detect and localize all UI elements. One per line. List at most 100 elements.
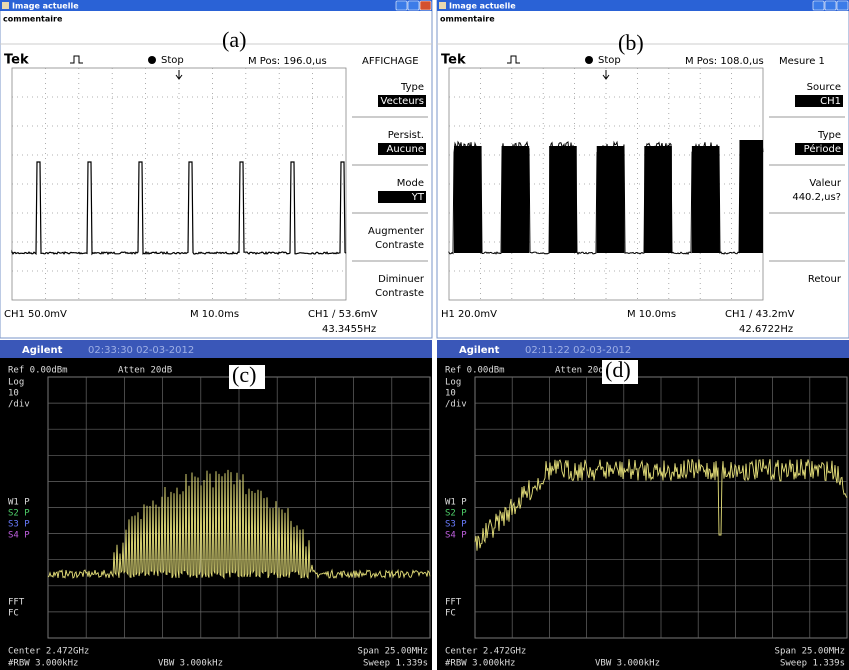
menu-title: Mesure 1 <box>779 56 825 67</box>
menu-text: Type <box>400 82 424 93</box>
spectrum-trace <box>47 469 431 580</box>
menu-text: Source <box>807 82 841 93</box>
trace-label: S4 P <box>8 531 30 541</box>
sweep: Sweep 1.339s <box>780 659 845 669</box>
reference: Ref 0.00dBm <box>445 366 505 376</box>
menu-highlight <box>378 95 426 107</box>
trace-label: S2 P <box>445 509 467 519</box>
timestamp: 02:11:22 02-03-2012 <box>525 345 631 356</box>
timebase: M 10.0ms <box>627 309 676 320</box>
menu-text: Contraste <box>375 240 424 251</box>
brand: Tek <box>4 53 29 68</box>
center: Center 2.472GHz <box>8 647 89 657</box>
panel: Agilent 02:33:30 02-03-2012 Ref 0.00dBm Att… <box>0 340 432 670</box>
stop-icon <box>585 56 593 64</box>
title-bar <box>0 0 432 11</box>
pulse-block <box>691 146 720 253</box>
pulse-block <box>549 146 577 253</box>
menu-text: Persist. <box>388 130 424 141</box>
reference: Ref 0.00dBm <box>8 366 68 376</box>
channel: CH1 50.0mV <box>4 309 67 320</box>
trace-label: W1 P <box>445 498 467 508</box>
pulse-block <box>596 146 625 253</box>
trace-label: S2 P <box>8 509 30 519</box>
timestamp: 02:33:30 02-03-2012 <box>88 345 194 356</box>
mode-label: FFT <box>445 598 462 608</box>
vbw: VBW 3.000kHz <box>158 659 223 669</box>
frequency: 42.6722Hz <box>739 324 793 335</box>
menu-text: Type <box>817 130 841 141</box>
trace-label: S4 P <box>445 531 467 541</box>
scale: /div <box>8 400 30 410</box>
mode-label: FC <box>8 609 19 619</box>
menu-title: AFFICHAGE <box>362 56 419 67</box>
menu-value: CH1 <box>820 96 841 107</box>
label-box <box>229 365 265 389</box>
menu-value: Période <box>804 143 841 155</box>
app-icon <box>2 2 9 9</box>
menu-text: Retour <box>808 274 842 285</box>
menu-text: Diminuer <box>378 274 425 285</box>
brand: Tek <box>441 53 466 68</box>
window-title: Image actuelle <box>449 2 516 11</box>
panel-label: (b) <box>618 30 644 55</box>
menu-value: YT <box>411 192 425 203</box>
menu-text: Mode <box>397 178 424 189</box>
trigger-icon <box>70 55 83 64</box>
pulse-block <box>454 146 482 253</box>
panel: Image actuelle commentaire Tek Stop M Pos: 1… <box>0 0 433 339</box>
stop-icon <box>148 56 156 64</box>
status: Stop <box>598 55 621 66</box>
timebase: M 10.0ms <box>190 309 239 320</box>
pulse-block <box>644 146 672 253</box>
window-button <box>407 0 420 11</box>
center: Center 2.472GHz <box>445 647 526 657</box>
scale: 10 <box>445 389 456 399</box>
menu-highlight <box>378 191 426 203</box>
header-bar <box>437 340 849 358</box>
menu-highlight <box>378 143 426 155</box>
status: Stop <box>161 55 184 66</box>
scale: /div <box>445 400 467 410</box>
window-button <box>395 0 408 11</box>
panel: Agilent 02:11:22 02-03-2012 Ref 0.00dBm Att… <box>437 340 849 670</box>
screen <box>437 340 849 670</box>
attenuation: Atten 20dB <box>118 366 172 376</box>
mode-label: FC <box>445 609 456 619</box>
trace-label: S3 P <box>8 520 30 530</box>
attenuation: Atten 20dB <box>555 366 609 376</box>
waveform <box>11 161 347 256</box>
spectrum-trace <box>474 458 848 551</box>
brand: Agilent <box>459 345 500 356</box>
panel: Image actuelle ommentaire Tek Stop M Pos: 10… <box>436 0 849 339</box>
trigger-level: CH1 ∕ 43.2mV <box>725 309 795 320</box>
window-button <box>419 0 432 11</box>
mode-label: FFT <box>8 598 25 608</box>
app-icon <box>439 2 446 9</box>
frequency: 43.3455Hz <box>322 324 376 335</box>
window-button <box>812 0 825 11</box>
rbw: #RBW 3.000kHz <box>445 659 515 669</box>
panel-label: (d) <box>605 357 631 382</box>
channel: H1 20.0mV <box>441 309 497 320</box>
comment-label: ommentaire <box>440 15 495 24</box>
label-box <box>602 360 638 384</box>
scale: 10 <box>8 389 19 399</box>
brand: Agilent <box>22 345 63 356</box>
panel-label: (c) <box>232 362 256 387</box>
panel-label: (a) <box>222 27 246 52</box>
pulse-block <box>501 146 530 253</box>
menu-text: Valeur <box>809 178 841 189</box>
header-bar <box>0 340 432 358</box>
trigger-marker <box>175 70 183 80</box>
menu-text: Augmenter <box>368 226 425 237</box>
scale: Log <box>8 378 24 388</box>
trigger-marker <box>602 70 610 80</box>
window-button <box>824 0 837 11</box>
trigger-level: CH1 ∕ 53.6mV <box>308 309 378 320</box>
menu-highlight <box>795 143 843 155</box>
sweep: Sweep 1.339s <box>363 659 428 669</box>
menu-text: Contraste <box>375 288 424 299</box>
span: Span 25.00MHz <box>775 647 845 657</box>
rbw: #RBW 3.000kHz <box>8 659 78 669</box>
